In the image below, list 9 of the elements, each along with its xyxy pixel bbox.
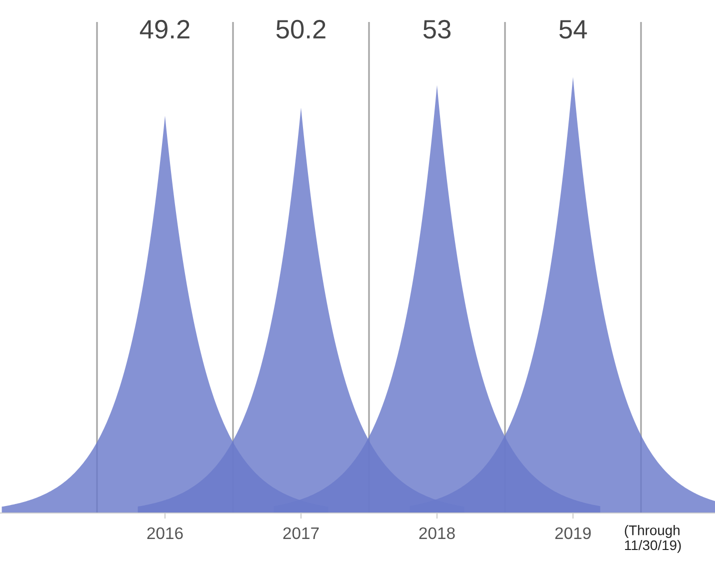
x-tick-label: 2017 (283, 527, 319, 540)
data-label: 49.2 (140, 20, 190, 39)
data-label: 53 (423, 20, 451, 39)
data-label: 50.2 (276, 20, 326, 39)
data-label: 54 (559, 20, 587, 39)
text: (Through 11/30/19) (624, 525, 681, 553)
x-tick-label: 2016 (147, 527, 183, 540)
x-tick-label: 2018 (419, 527, 455, 540)
x-tick-label: 2019 (555, 527, 591, 540)
